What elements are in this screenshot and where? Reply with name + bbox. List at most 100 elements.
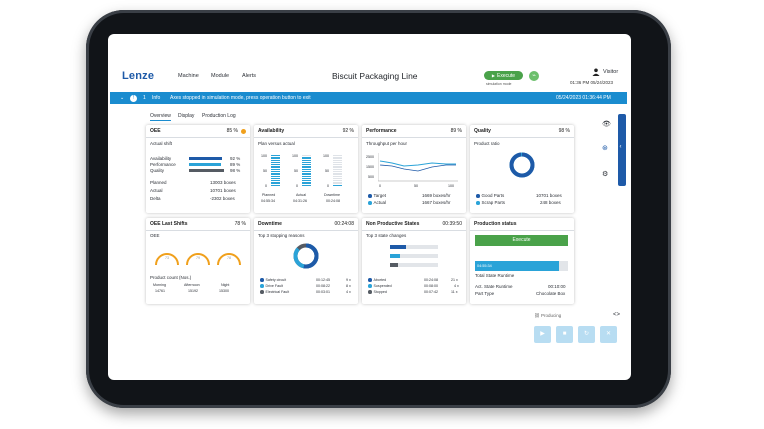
eye-icon[interactable]: 👁 [602, 121, 611, 128]
chain-icon: ⛓ [534, 313, 540, 318]
x-tick: 100 [448, 184, 454, 188]
info-count: 1 [143, 95, 146, 101]
bar-time: 04:31:26 [293, 199, 307, 203]
state-count: 21 x [451, 278, 458, 282]
user-name[interactable]: Visitor [603, 68, 619, 75]
availability-bar-segment [271, 159, 280, 161]
card-divider [470, 230, 574, 231]
nav-module[interactable]: Module [211, 73, 230, 79]
availability-bar-segment [271, 171, 280, 173]
row-value: 10701 boxes [210, 188, 236, 193]
oee-last-shifts-card[interactable]: OEE Last Shifts 78 % OEE 73 79 78 Produc… [146, 218, 250, 304]
row-value: Chocolate Box [536, 291, 566, 296]
shift-value: 15300 [219, 289, 229, 293]
axis-tick: 100 [323, 154, 329, 158]
brand-logo: Lenze [122, 70, 155, 82]
card-subtitle: Actual shift [150, 141, 173, 146]
nonproductive-card[interactable]: Non Productive States 00:39:50 Top 3 sta… [362, 218, 466, 304]
reason-label: Electrical Fault [260, 290, 289, 294]
card-subtitle: Plan versus actual [258, 141, 295, 146]
availability-bar-segment [271, 180, 280, 182]
bar-time: 00:24:08 [326, 199, 340, 203]
tab-production-log[interactable]: Production Log [202, 113, 236, 119]
axis-tick: 0 [296, 184, 298, 188]
nav-machine[interactable]: Machine [178, 73, 199, 79]
sidebar-collapse-handle[interactable]: ‹ [618, 114, 626, 186]
performance-card[interactable]: Performance 89 % Throughput per hour 250… [362, 125, 466, 213]
header-datetime: 01:36 PM 05/24/2023 [570, 80, 614, 85]
legend-dot [476, 194, 480, 198]
quality-card[interactable]: Quality 98 % Product ratio Good Parts 10… [470, 125, 574, 213]
user-icon[interactable] [592, 68, 600, 76]
card-divider [362, 230, 466, 231]
bar-label: Planned [262, 193, 276, 197]
availability-card[interactable]: Availability 92 % Plan versus actual 100… [254, 125, 358, 213]
row-label: Act. State Runtime [475, 284, 513, 289]
oee-card[interactable]: OEE 85 % Actual shift Availability 92 % … [146, 125, 250, 213]
stop-button[interactable]: ■ [556, 326, 573, 343]
tab-display[interactable]: Display [178, 113, 195, 119]
availability-bar-segment [302, 161, 311, 164]
simulation-mode-label: simulation mode [486, 81, 512, 86]
availability-bar-segment [302, 177, 311, 180]
code-toggle[interactable]: <> [613, 312, 621, 318]
row-label: Actual [150, 188, 163, 193]
axis-tick: 50 [294, 169, 298, 173]
gear-icon[interactable]: ⚙ [602, 171, 609, 178]
card-title: Availability [258, 128, 285, 134]
availability-bar-segment [302, 171, 311, 173]
availability-bar-segment [333, 171, 342, 173]
abort-button[interactable]: ✕ [600, 326, 617, 343]
availability-bar-segment [333, 159, 342, 161]
bar-label: Actual [296, 193, 306, 197]
runtime-progress: 04:55:34 [475, 261, 568, 271]
card-divider [146, 137, 250, 138]
availability-bar-segment [333, 161, 342, 164]
info-bar[interactable]: ⌄ ! 1 Info Axes stopped in simulation mo… [110, 92, 627, 104]
availability-bar-segment [302, 175, 311, 177]
reason-label: Drive Fault [260, 284, 283, 288]
legend-value: 1667 boxes/hr [422, 200, 451, 205]
settings-sync-icon[interactable]: ⊛ [602, 145, 608, 152]
availability-bar-segment [271, 175, 280, 177]
app-screen: Lenze Machine Module Alerts Biscuit Pack… [108, 34, 631, 380]
play-button[interactable]: ▶ [534, 326, 551, 343]
availability-bar-segment [333, 168, 342, 170]
metric-bar [189, 157, 222, 160]
info-icon: ! [130, 94, 137, 102]
row-value: 13003 boxes [210, 180, 236, 185]
legend-value: 1669 boxes/hr [422, 193, 451, 198]
legend-target: Target [368, 193, 386, 198]
availability-bar-segment [271, 182, 280, 184]
state-time: 00:08:00 [424, 284, 438, 288]
reason-count: 9 x [346, 278, 351, 282]
reset-button[interactable]: ↻ [578, 326, 595, 343]
availability-bar-segment [271, 161, 280, 164]
availability-bar-segment [302, 168, 311, 170]
production-status-card[interactable]: Production status Execute 04:55:34 Total… [470, 218, 574, 304]
execute-button[interactable]: ▶ Execute [484, 71, 523, 80]
legend-dot [476, 201, 480, 205]
availability-bar-segment [302, 166, 311, 168]
tab-overview[interactable]: Overview [150, 113, 171, 121]
throughput-line-chart [378, 153, 458, 182]
card-divider [254, 230, 358, 231]
metric-value: 98 % [230, 168, 241, 173]
gauge-value: 73 [165, 256, 169, 260]
chevron-down-icon[interactable]: ⌄ [120, 95, 125, 101]
card-subtitle: Throughput per hour [366, 141, 408, 146]
metric-bar [189, 163, 221, 166]
shift-value: 15192 [188, 289, 198, 293]
shift-gauges [155, 253, 241, 266]
reason-time: 00:12:45 [316, 278, 330, 282]
reason-count: 4 x [346, 290, 351, 294]
reason-time: 00:08:22 [316, 284, 330, 288]
downtime-card[interactable]: Downtime 00:24:08 Top 3 stopping reasons… [254, 218, 358, 304]
availability-bar-segment [302, 184, 311, 186]
row-label: Planned [150, 180, 167, 185]
availability-bar-actual [302, 155, 311, 187]
card-title: Performance [366, 128, 397, 134]
shift-label: Morning [153, 283, 166, 287]
nav-alerts[interactable]: Alerts [242, 73, 257, 79]
legend-dot [260, 278, 264, 282]
